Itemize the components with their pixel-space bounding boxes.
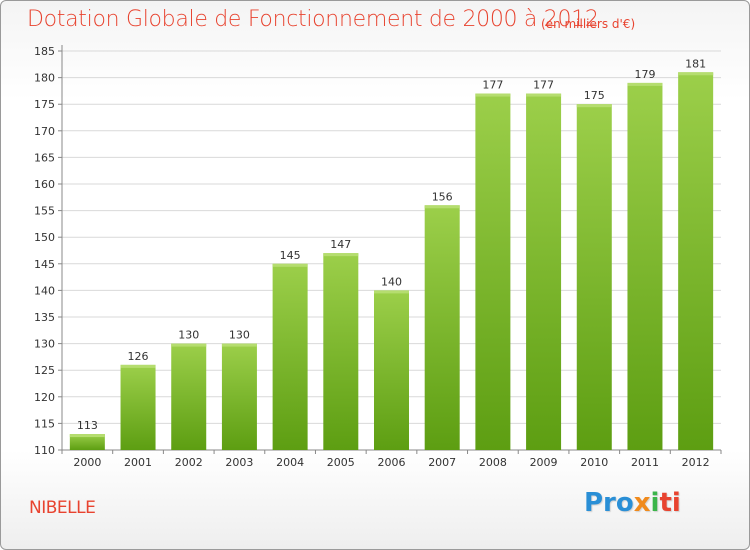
bar-highlight: [627, 82, 663, 86]
bar-2002: [171, 343, 207, 450]
bar-highlight: [576, 104, 612, 108]
x-tick-label: 2011: [631, 456, 659, 469]
x-tick-label: 2009: [530, 456, 558, 469]
bar-value-label: 181: [685, 57, 706, 70]
x-tick-label: 2006: [378, 456, 406, 469]
y-tick-label: 155: [34, 205, 55, 218]
bar-2011: [627, 82, 663, 451]
y-tick-label: 170: [34, 125, 55, 138]
bar-2008: [475, 93, 511, 450]
x-tick-label: 2005: [327, 456, 355, 469]
proxiti-logo: Proxiti: [584, 488, 681, 518]
bar-2006: [374, 290, 409, 450]
bar-2003: [221, 343, 257, 450]
logo-part-1: Pro: [584, 488, 634, 518]
bar-2000: [69, 434, 105, 450]
y-tick-label: 175: [34, 98, 55, 111]
bar-highlight: [678, 72, 714, 76]
y-tick-label: 130: [34, 338, 55, 351]
chart-title: Dotation Globale de Fonctionnement de 20…: [27, 7, 599, 32]
y-tick-label: 140: [34, 284, 55, 297]
bar-value-label: 177: [482, 79, 503, 92]
x-tick-label: 2003: [225, 456, 253, 469]
bar-value-label: 147: [330, 238, 351, 251]
y-tick-label: 110: [34, 444, 55, 457]
bar-2010: [576, 104, 612, 450]
x-tick-label: 2000: [73, 456, 101, 469]
y-tick-label: 185: [34, 45, 55, 58]
y-tick-label: 180: [34, 72, 55, 85]
bar-2001: [120, 364, 156, 450]
bar-value-label: 145: [280, 249, 301, 262]
bar-value-label: 175: [584, 89, 605, 102]
bar-value-label: 179: [634, 68, 655, 81]
bar-highlight: [171, 343, 207, 347]
y-tick-label: 120: [34, 391, 55, 404]
x-tick-label: 2010: [580, 456, 608, 469]
bar-2009: [526, 93, 562, 450]
x-tick-label: 2008: [479, 456, 507, 469]
commune-name: NIBELLE: [29, 498, 96, 518]
y-axis-ticks: 110 115 120 125 130 135 140 145 150 155 160 165 170 1…: [34, 45, 62, 457]
bar-highlight: [323, 253, 359, 257]
y-tick-label: 160: [34, 178, 55, 191]
bar-highlight: [69, 434, 105, 438]
bar-2004: [272, 263, 308, 450]
bar-highlight: [424, 205, 460, 209]
bar-highlight: [475, 93, 511, 97]
x-axis-ticks: 2000 2001 2002 2003 2004 2005 2006 2007 2008 2009…: [61, 450, 722, 469]
bar-highlight: [526, 93, 562, 97]
bar-value-label: 126: [128, 350, 149, 363]
y-tick-label: 165: [34, 151, 55, 164]
chart-subtitle: (en milliers d'€): [541, 17, 636, 31]
bar-2012: [678, 72, 714, 450]
x-tick-label: 2001: [124, 456, 152, 469]
x-tick-label: 2002: [175, 456, 203, 469]
bar-value-label: 177: [533, 79, 554, 92]
y-tick-label: 135: [34, 311, 55, 324]
bar-value-label: 156: [432, 190, 453, 203]
y-tick-label: 150: [34, 231, 55, 244]
bar-value-label: 140: [381, 275, 402, 288]
x-tick-label: 2007: [428, 456, 456, 469]
bar-highlight: [272, 263, 308, 267]
bar-2007: [424, 205, 460, 450]
bar-value-label: 130: [178, 329, 199, 342]
logo-part-2: x: [633, 488, 651, 518]
bar-highlight: [120, 364, 156, 368]
y-tick-label: 125: [34, 364, 55, 377]
bar-2005: [323, 253, 359, 450]
y-tick-label: 145: [34, 258, 55, 271]
logo-part-3: i: [650, 488, 660, 518]
logo-part-4: ti: [659, 488, 681, 518]
bars: 113 126 130 130 145 147 140 156 177 177 175 179 181: [69, 57, 714, 451]
bar-highlight: [221, 343, 257, 347]
x-tick-label: 2004: [276, 456, 304, 469]
x-tick-label: 2012: [682, 456, 710, 469]
bar-value-label: 113: [77, 419, 98, 432]
bar-highlight: [374, 290, 409, 294]
bar-value-label: 130: [229, 329, 250, 342]
y-tick-label: 115: [34, 417, 55, 430]
